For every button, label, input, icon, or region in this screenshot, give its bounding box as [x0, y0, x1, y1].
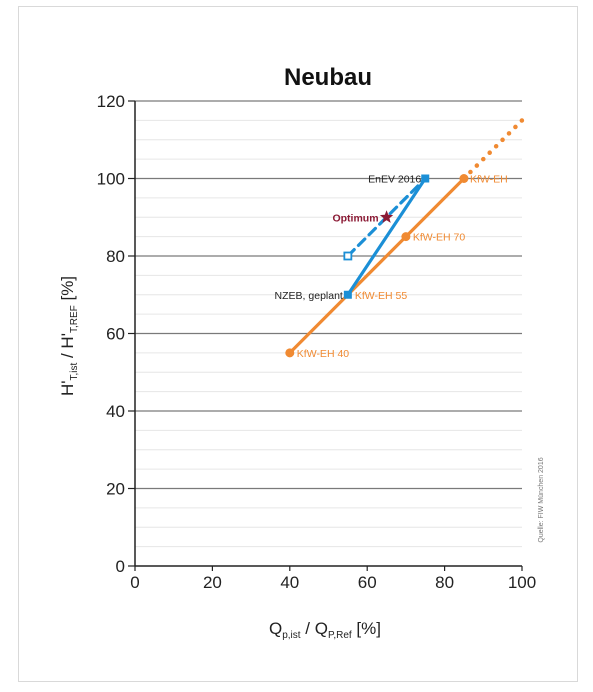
y-tick-label: 100	[97, 170, 125, 189]
data-point	[343, 251, 353, 261]
data-label: NZEB, geplant	[275, 290, 343, 302]
label-layer: EnEV 2016 KfW-EH Optimum KfW-EH 70 NZEB, gep…	[275, 174, 508, 360]
x-tick-label: 80	[435, 573, 454, 592]
data-label: KfW-EH 40	[297, 348, 349, 360]
series-line-kfw-ext	[461, 118, 525, 181]
x-tick-label: 20	[203, 573, 222, 592]
x-tick-label: 0	[130, 573, 139, 592]
y-tick-label: 80	[106, 247, 125, 266]
x-tick-label: 40	[280, 573, 299, 592]
x-tick-label: 100	[508, 573, 536, 592]
y-axis-title: H'T,ist / H'T,REF [%]	[58, 276, 80, 396]
data-point	[401, 232, 411, 242]
chart-title: Neubau	[284, 64, 372, 91]
y-tick-label: 20	[106, 480, 125, 499]
source-note: Quelle: FIW München 2016	[538, 457, 545, 542]
x-tick-label: 60	[358, 573, 377, 592]
data-label: EnEV 2016	[368, 174, 421, 186]
marker-layer	[285, 174, 469, 358]
data-point	[285, 348, 295, 358]
series-line-enev	[346, 176, 427, 297]
tick-layer: 0 20 40 60 80 100 120 0 20 40 60 80 100	[97, 92, 537, 592]
data-label: KfW-EH 70	[413, 232, 465, 244]
y-tick-label: 0	[116, 557, 125, 576]
data-label: KfW-EH 55	[355, 290, 407, 302]
y-tick-label: 40	[106, 402, 125, 421]
data-point	[421, 174, 430, 183]
data-label: KfW-EH	[470, 174, 508, 186]
optimum-star-marker	[379, 210, 394, 223]
y-tick-label: 60	[106, 325, 125, 344]
data-point	[343, 290, 352, 299]
data-point	[459, 174, 469, 183]
x-axis-title: Qp,ist / QP,Ref [%]	[269, 619, 381, 641]
y-tick-label: 120	[97, 92, 125, 111]
series-line-kfw	[288, 176, 466, 355]
data-label: Optimum	[332, 212, 378, 224]
grid-layer	[134, 100, 522, 567]
